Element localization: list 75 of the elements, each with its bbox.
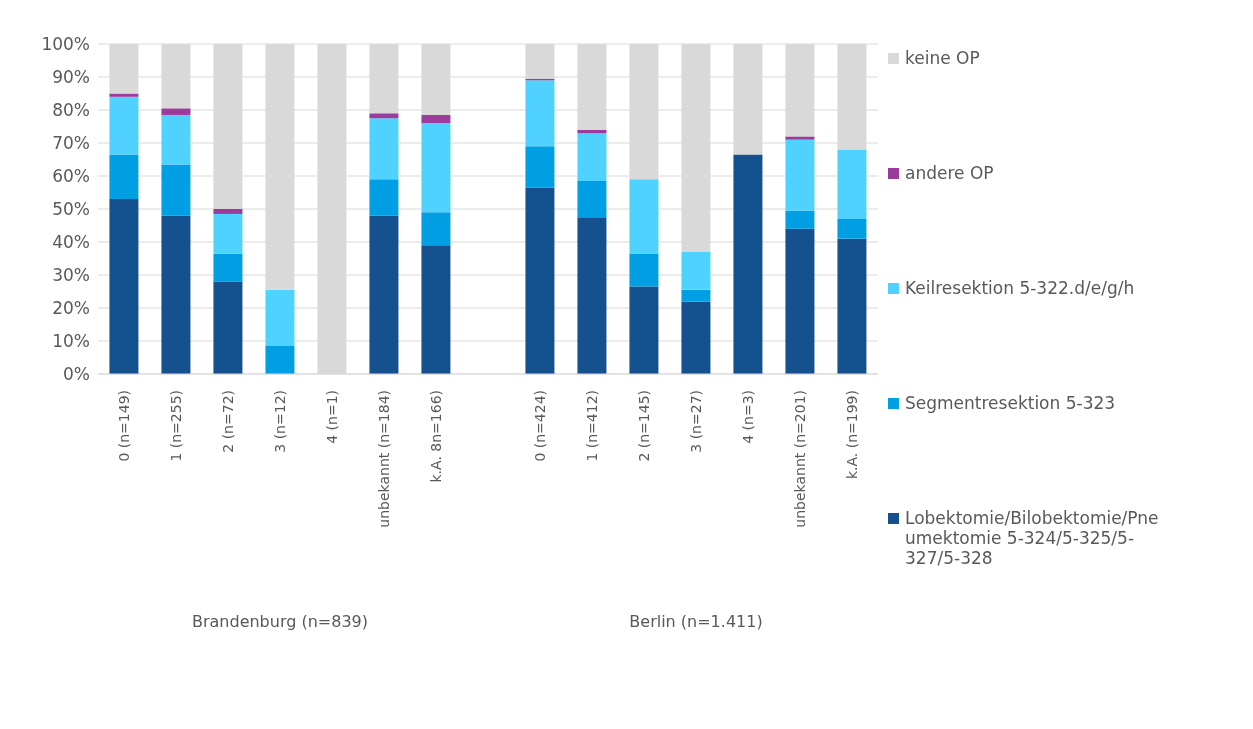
x-tick-label: unbekannt (n=184) — [376, 390, 392, 528]
y-tick-label: 60% — [52, 166, 90, 187]
bar — [681, 251, 711, 290]
y-tick-label: 10% — [52, 331, 90, 352]
y-tick-label: 70% — [52, 133, 90, 154]
bar — [629, 253, 659, 287]
bar — [629, 179, 659, 254]
bar — [213, 253, 243, 282]
y-tick-label: 30% — [52, 265, 90, 286]
bar — [577, 180, 607, 218]
bar — [785, 228, 815, 374]
text: Berlin (n=1.411) — [628, 612, 764, 631]
x-tick-label: k.A. 8n=166) — [428, 390, 444, 483]
x-tick-label: 4 (n=3) — [740, 390, 756, 444]
bar — [525, 80, 555, 147]
bar — [265, 345, 295, 374]
bar — [161, 215, 191, 374]
bar — [369, 179, 399, 216]
y-tick-label: 50% — [52, 199, 90, 220]
x-tick-label: 4 (n=1) — [324, 390, 340, 444]
text: Brandenburg (n=839) — [190, 612, 369, 631]
y-tick-label: 80% — [52, 100, 90, 121]
bar — [213, 281, 243, 374]
legend-label: Lobektomie/Bilobektomie/Pneumektomie 5-324/5-325/5-327/5-328 — [905, 508, 1160, 568]
legend-label: Segmentresektion 5-323 — [905, 393, 1117, 413]
bar — [421, 123, 451, 213]
bar — [421, 245, 451, 374]
bar — [629, 286, 659, 374]
bar — [109, 199, 139, 374]
bar — [577, 217, 607, 374]
bar — [837, 238, 867, 374]
bar — [733, 154, 763, 374]
bar — [213, 209, 243, 214]
x-tick-label: 2 (n=145) — [636, 390, 652, 462]
x-tick-label: 0 (n=149) — [116, 390, 132, 462]
bar — [525, 146, 555, 188]
bar — [265, 289, 295, 346]
bar — [109, 154, 139, 200]
legend-label: Keilresektion 5-322.d/e/g/h — [905, 278, 1136, 298]
bar — [837, 149, 867, 219]
bar — [161, 114, 191, 165]
bar — [109, 96, 139, 155]
bar — [837, 218, 867, 239]
legend-label: keine OP — [905, 48, 981, 68]
bar — [785, 136, 815, 140]
bar — [785, 210, 815, 229]
bar — [161, 108, 191, 115]
bar — [161, 164, 191, 216]
y-tick-label: 0% — [63, 364, 90, 385]
x-tick-label: unbekannt (n=201) — [792, 390, 808, 528]
bar — [577, 133, 607, 181]
x-tick-label: 1 (n=412) — [584, 390, 600, 462]
bar — [681, 289, 711, 302]
y-tick-label: 100% — [41, 34, 90, 55]
bar — [421, 212, 451, 246]
bar — [109, 93, 139, 97]
legend-label: andere OP — [905, 163, 995, 183]
y-tick-label: 90% — [52, 67, 90, 88]
bar — [369, 113, 399, 119]
bar — [421, 114, 451, 124]
x-tick-label: 3 (n=27) — [688, 390, 704, 453]
x-tick-label: 0 (n=424) — [532, 390, 548, 462]
bar — [213, 213, 243, 254]
bar — [577, 129, 607, 134]
x-tick-label: k.A. (n=199) — [844, 390, 860, 480]
y-tick-label: 40% — [52, 232, 90, 253]
x-tick-label: 1 (n=255) — [168, 390, 184, 462]
bar — [681, 301, 711, 374]
bar — [369, 215, 399, 374]
bar — [525, 187, 555, 374]
bar — [369, 118, 399, 180]
x-tick-label: 2 (n=72) — [220, 390, 236, 453]
bar — [785, 139, 815, 211]
y-tick-label: 20% — [52, 298, 90, 319]
x-tick-label: 3 (n=12) — [272, 390, 288, 453]
